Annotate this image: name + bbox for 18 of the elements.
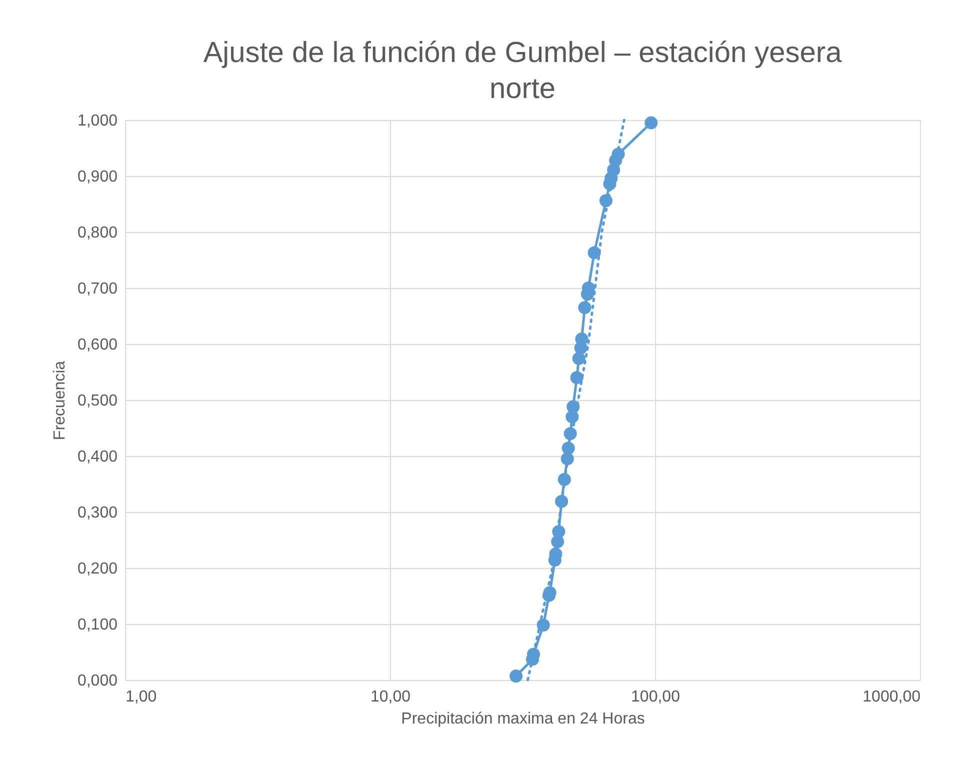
y-tick-label: 0,700 xyxy=(77,280,118,298)
y-tick-label: 0,500 xyxy=(77,392,118,410)
x-tick-label: 1000,00 xyxy=(862,688,921,706)
y-tick-label: 0,400 xyxy=(77,448,118,466)
x-tick-label: 1,00 xyxy=(126,688,157,706)
y-tick-label: 0,300 xyxy=(77,504,118,522)
x-axis-title: Precipitación maxima en 24 Horas xyxy=(401,710,645,728)
y-tick-label: 0,600 xyxy=(77,336,118,354)
y-tick-label: 0,900 xyxy=(77,168,118,186)
y-tick-label: 1,000 xyxy=(77,112,118,130)
y-tick-label: 0,800 xyxy=(77,224,118,242)
x-tick-label: 10,00 xyxy=(370,688,411,706)
y-tick-label: 0,200 xyxy=(77,560,118,578)
y-tick-label: 0,000 xyxy=(77,672,118,690)
y-axis-title: Frecuencia xyxy=(51,360,68,440)
y-tick-label: 0,100 xyxy=(77,616,118,634)
chart-title: Ajuste de la función de Gumbel – estación yesera norte xyxy=(203,37,843,105)
x-tick-label: 100,00 xyxy=(631,688,680,706)
